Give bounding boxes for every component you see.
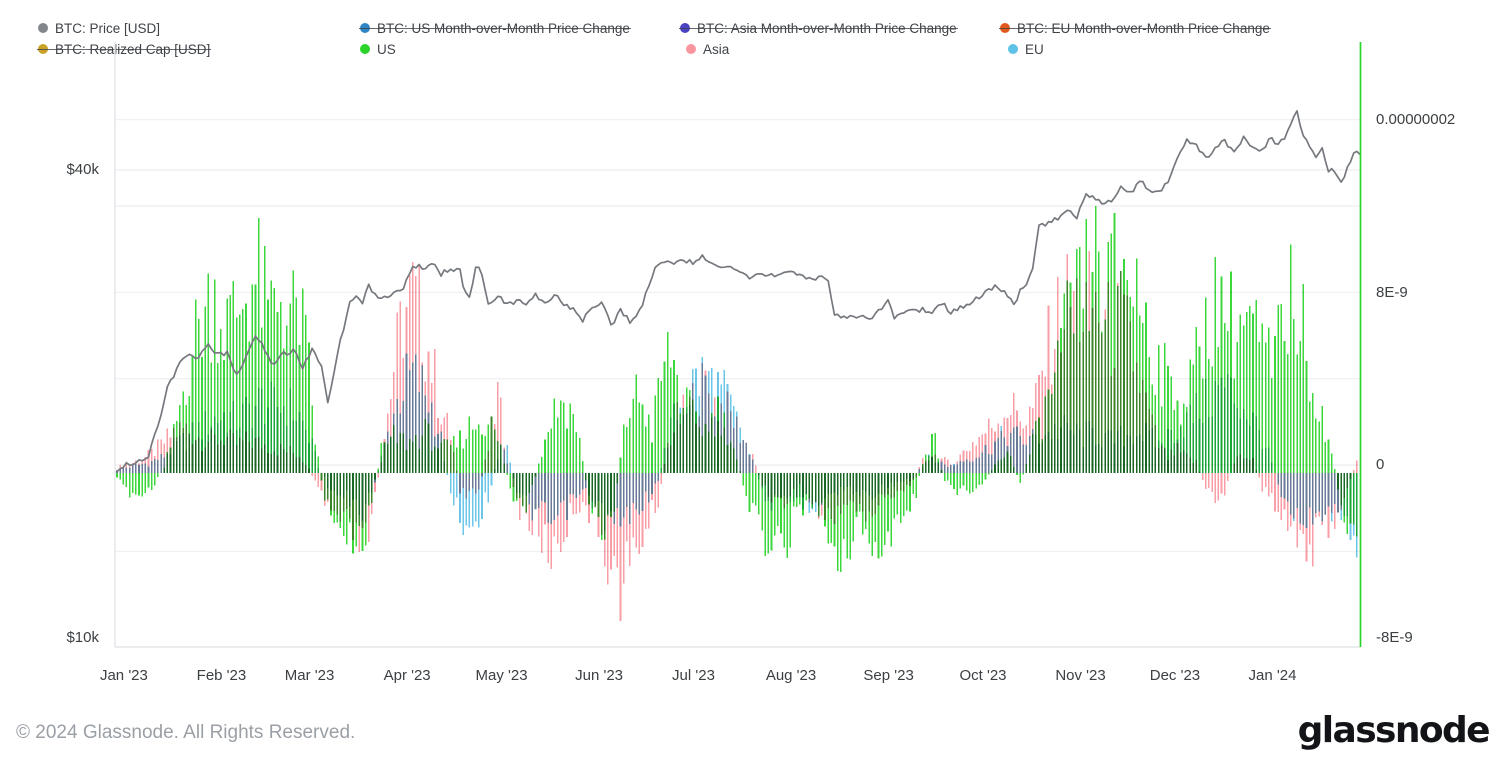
legend-item-eu-mom[interactable]: BTC: EU Month-over-Month Price Change [999, 19, 1271, 37]
x-tick-jun23: Jun '23 [575, 667, 624, 684]
legend-item-asia-mom[interactable]: BTC: Asia Month-over-Month Price Change [679, 19, 958, 37]
x-tick-aug23: Aug '23 [765, 667, 817, 684]
x-tick-feb23: Feb '23 [196, 667, 247, 684]
x-tick-may23: May '23 [475, 667, 528, 684]
series-dot [38, 23, 48, 33]
series-dot [360, 44, 370, 54]
y-axis-right-tick-m8e9: -8E-9 [1376, 629, 1413, 646]
legend-label: BTC: Price [USD] [55, 20, 161, 36]
legend-item-realized-cap[interactable]: BTC: Realized Cap [USD] [36, 40, 212, 58]
copyright-text: © 2024 Glassnode. All Rights Reserved. [16, 722, 356, 743]
legend-item-btc-price[interactable]: BTC: Price [USD] [38, 19, 160, 37]
series-dot [686, 44, 696, 54]
btc-price-line [116, 110, 1361, 473]
x-tick-dec23: Dec '23 [1149, 667, 1201, 684]
x-tick-nov23: Nov '23 [1055, 667, 1106, 684]
x-tick-jan24: Jan '24 [1248, 667, 1297, 684]
x-tick-jan23: Jan '23 [99, 667, 148, 684]
series-dot [1008, 44, 1018, 54]
legend-item-us-mom[interactable]: BTC: US Month-over-Month Price Change [359, 19, 631, 37]
y-axis-right-tick-2e8: 0.00000002 [1376, 111, 1456, 128]
glassnode-logo: glassnode [1297, 710, 1491, 751]
legend-label: Asia [703, 41, 730, 57]
y-axis-left-tick-40k: $40k [66, 161, 99, 178]
y-axis-right-tick-8e9: 8E-9 [1376, 284, 1408, 301]
legend-item-us[interactable]: US [360, 40, 396, 58]
y-axis-right-tick-0: 0 [1376, 456, 1385, 473]
x-tick-oct23: Oct '23 [959, 667, 1007, 684]
legend-label: US [377, 41, 396, 57]
x-tick-apr23: Apr '23 [383, 667, 431, 684]
legend-item-eu[interactable]: EU [1008, 40, 1044, 58]
legend-label: EU [1025, 41, 1044, 57]
y-axis-left-tick-10k: $10k [66, 629, 99, 646]
x-tick-jul23: Jul '23 [672, 667, 715, 684]
bars-us [116, 205, 1358, 572]
x-tick-sep23: Sep '23 [863, 667, 914, 684]
x-tick-mar23: Mar '23 [284, 667, 335, 684]
legend-item-asia[interactable]: Asia [686, 40, 729, 58]
